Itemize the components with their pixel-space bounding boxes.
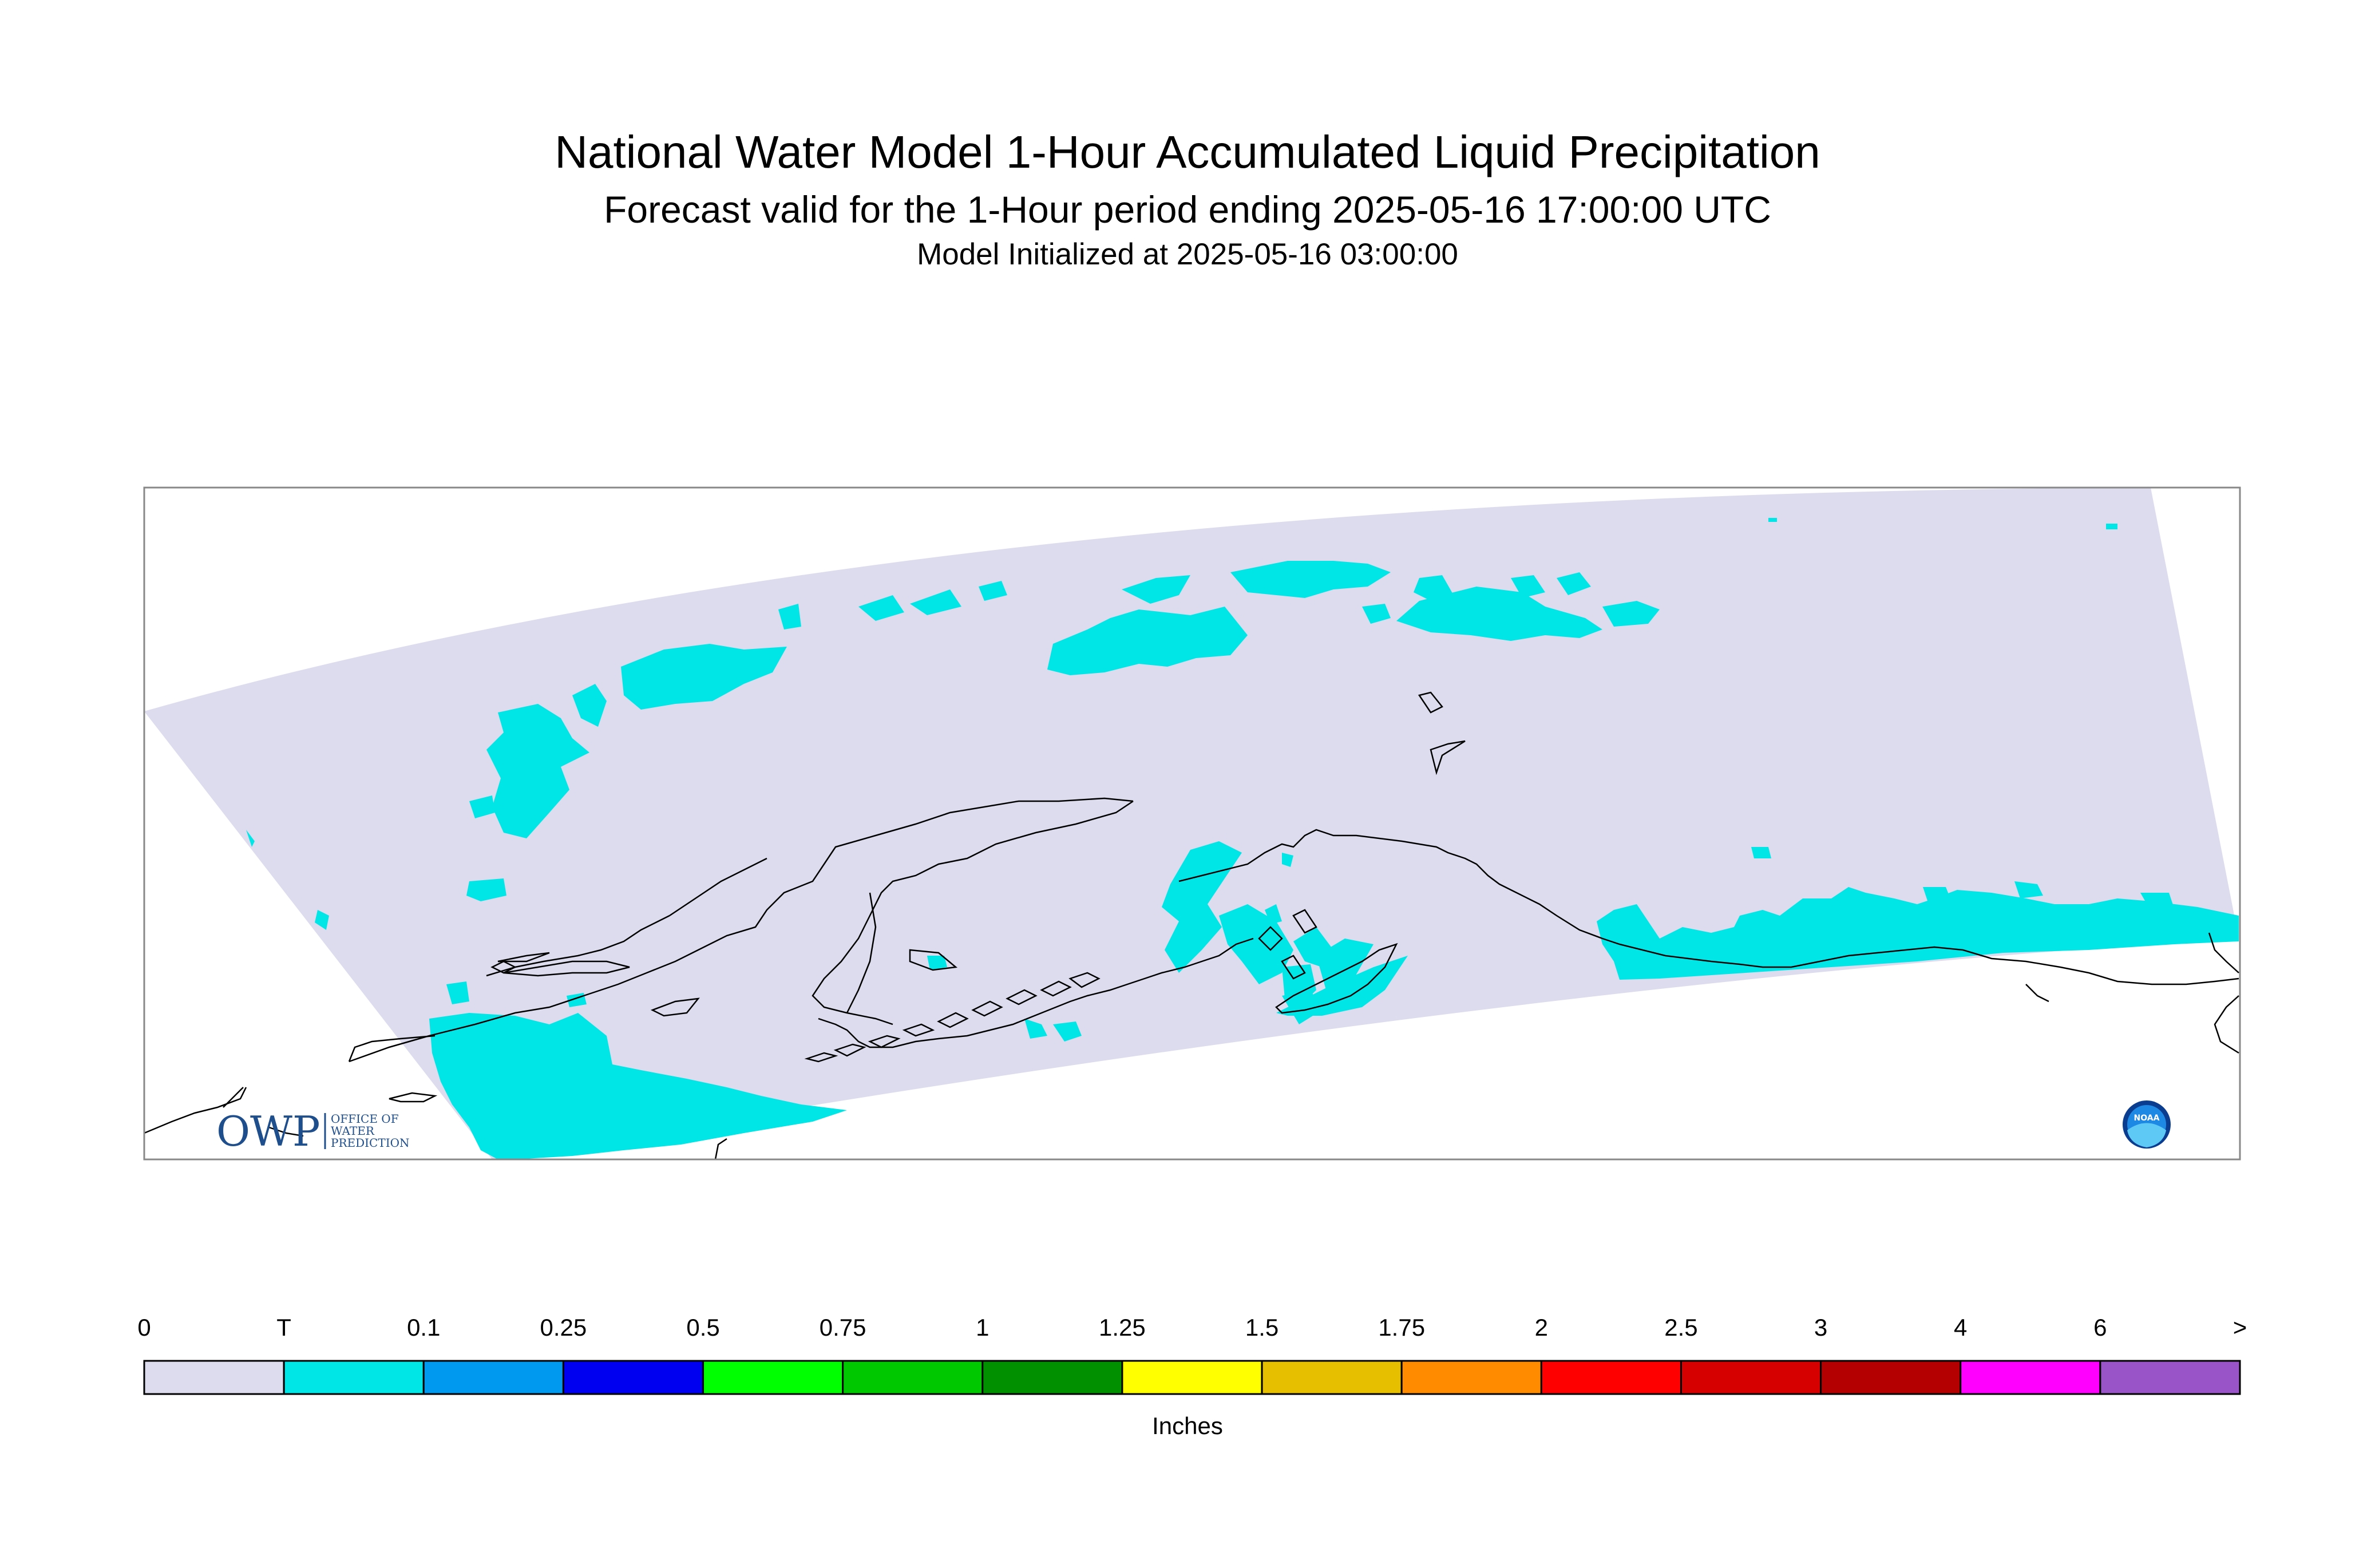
precip-colorbar: [143, 1360, 2241, 1395]
model-init-subtitle: Model Initialized at 2025-05-16 03:00:00: [917, 237, 1458, 271]
colorbar-tick-label: 0.5: [686, 1314, 720, 1341]
colorbar-tick-label: 2: [1534, 1314, 1549, 1341]
colorbar-swatch: [1540, 1360, 1682, 1395]
colorbar-tick-label: T: [276, 1314, 291, 1341]
colorbar-swatch: [283, 1360, 425, 1395]
colorbar-tick-label: 1: [976, 1314, 989, 1341]
svg-text:OWP: OWP: [216, 1107, 320, 1155]
colorbar-swatch: [702, 1360, 844, 1395]
colorbar-swatch: [422, 1360, 564, 1395]
map-title: National Water Model 1-Hour Accumulated …: [555, 126, 1820, 177]
colorbar-tick-label: 6: [2093, 1314, 2107, 1341]
colorbar-swatch: [1820, 1360, 1962, 1395]
colorbar-swatch: [1121, 1360, 1263, 1395]
colorbar-tick-label: 1.5: [1245, 1314, 1279, 1341]
colorbar-tick-label: 0.75: [819, 1314, 866, 1341]
colorbar-tick-label: 1.75: [1378, 1314, 1426, 1341]
colorbar-tick-label: 0: [137, 1314, 151, 1341]
precip-trace-areas: [246, 518, 2239, 1159]
svg-text:WATER: WATER: [331, 1124, 375, 1138]
colorbar-tick-label: 2.5: [1664, 1314, 1698, 1341]
map-frame: [143, 486, 2241, 1161]
colorbar-swatch: [1400, 1360, 1542, 1395]
noaa-logo: NOAA: [2123, 1100, 2171, 1149]
svg-text:PREDICTION: PREDICTION: [331, 1136, 410, 1150]
colorbar-tick-label: 0.1: [407, 1314, 441, 1341]
svg-text:OFFICE OF: OFFICE OF: [331, 1112, 399, 1126]
colorbar-swatch: [981, 1360, 1123, 1395]
colorbar-swatch: [562, 1360, 704, 1395]
colorbar-swatch: [143, 1360, 285, 1395]
colorbar-swatch: [1680, 1360, 1822, 1395]
forecast-valid-subtitle: Forecast valid for the 1-Hour period end…: [604, 188, 1771, 231]
colorbar-swatch: [842, 1360, 984, 1395]
colorbar-tick-label: 3: [1814, 1314, 1828, 1341]
colorbar-swatch: [2099, 1360, 2241, 1395]
colorbar-tick-label: >: [2232, 1314, 2247, 1341]
colorbar-swatch: [1261, 1360, 1403, 1395]
colorbar-swatch: [1960, 1360, 2101, 1395]
owp-logo: OWP OFFICE OF WATER PREDICTION: [216, 1107, 410, 1155]
colorbar-tick-label: 1.25: [1099, 1314, 1146, 1341]
coastlines: [144, 691, 2239, 1159]
colorbar-unit-label: Inches: [1152, 1412, 1223, 1439]
colorbar-tick-label: 0.25: [540, 1314, 587, 1341]
colorbar-tick-label: 4: [1954, 1314, 1968, 1341]
svg-text:NOAA: NOAA: [2134, 1114, 2160, 1123]
